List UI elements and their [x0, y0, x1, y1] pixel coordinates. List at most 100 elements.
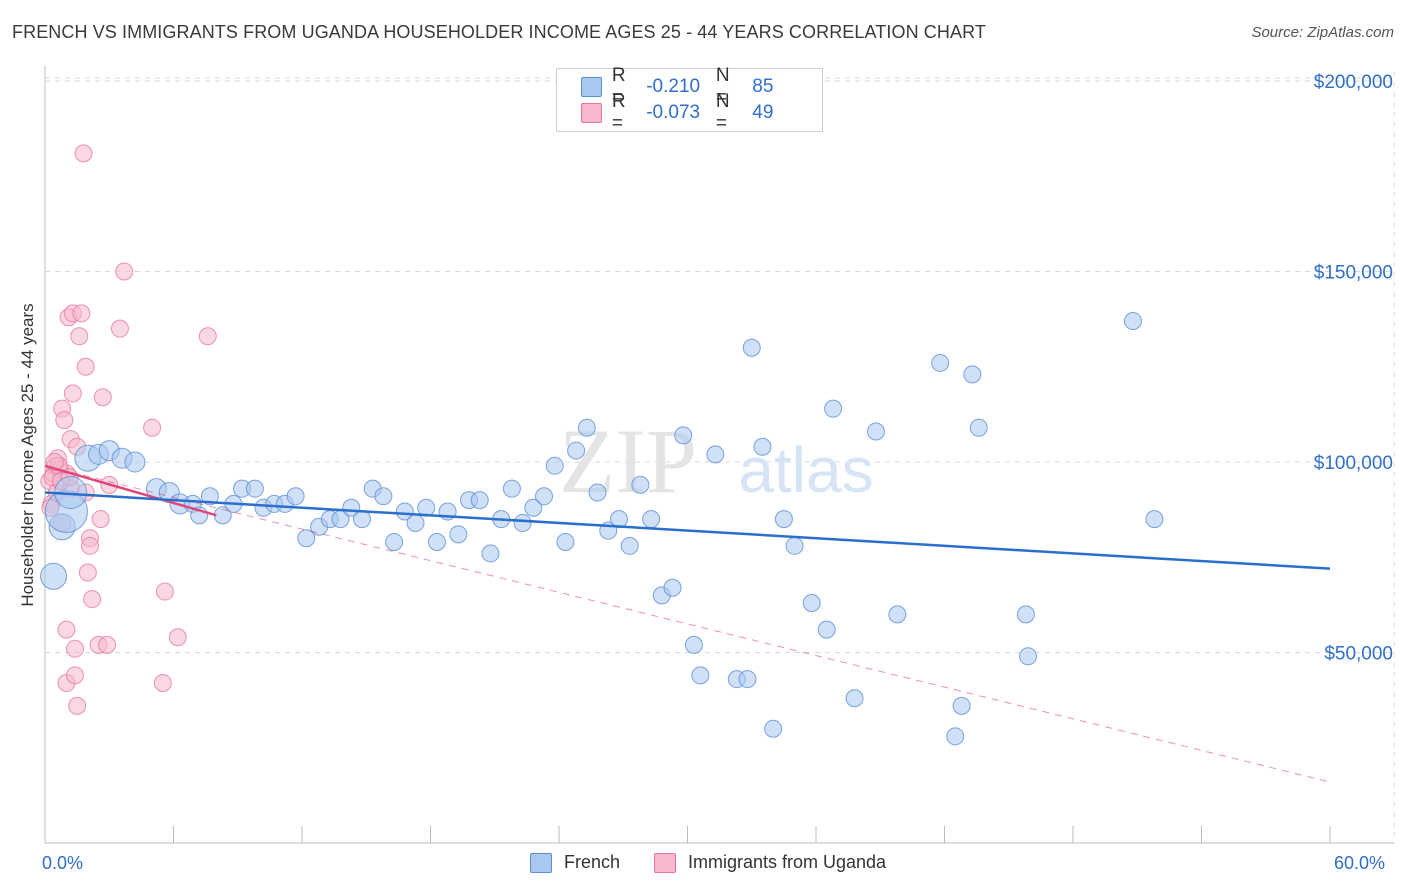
- uganda-point: [110, 319, 129, 338]
- uganda-trend-dashed: [44, 465, 1331, 783]
- axes: [44, 66, 1394, 844]
- y-axis-title: Householder Income Ages 25 - 44 years: [18, 303, 37, 607]
- uganda-point: [93, 388, 112, 407]
- uganda-point: [78, 563, 97, 582]
- french-trend-line: [44, 491, 1331, 570]
- french-point: [802, 593, 821, 612]
- legend-n-label: N =: [715, 91, 730, 134]
- french-point: [963, 365, 982, 384]
- legend-r-value: -0.210: [646, 76, 701, 97]
- french-point: [470, 491, 489, 510]
- french-point: [286, 487, 305, 506]
- french-point: [481, 544, 500, 563]
- source-label: Source: ZipAtlas.com: [1251, 24, 1394, 41]
- french-point: [774, 510, 793, 529]
- french-point: [545, 456, 564, 475]
- legend-r-value: -0.073: [646, 102, 701, 123]
- uganda-point: [70, 327, 89, 346]
- legend-swatch-french: [581, 77, 602, 97]
- x-min-label: 0.0%: [42, 853, 84, 873]
- french-point: [556, 533, 575, 552]
- legend-row-french: R = -0.210 N = 85: [581, 65, 822, 108]
- trend-lines: [44, 464, 1331, 783]
- x-max-label: 60.0%: [1334, 853, 1386, 873]
- y-tick-label: $200,000: [1314, 72, 1393, 93]
- legend-row-uganda: R = -0.073 N = 49: [581, 91, 822, 134]
- legend-item-french: French: [530, 852, 620, 873]
- grid-lines: [45, 72, 1395, 843]
- french-point: [845, 689, 864, 708]
- french-point: [753, 437, 772, 456]
- french-point: [888, 605, 907, 624]
- french-point: [374, 487, 393, 506]
- uganda-points: [40, 144, 217, 715]
- french-point: [297, 529, 316, 548]
- french-point: [577, 418, 596, 437]
- french-point: [691, 666, 710, 685]
- legend-swatch-uganda: [654, 852, 676, 873]
- french-point: [866, 422, 885, 441]
- french-point: [245, 479, 264, 498]
- legend-item-uganda: Immigrants from Uganda: [654, 852, 886, 873]
- uganda-point: [65, 639, 84, 658]
- legend-label-french: French: [564, 852, 621, 872]
- legend-n-label: N =: [715, 65, 730, 108]
- uganda-trend-line: [44, 464, 217, 517]
- french-point: [620, 536, 639, 555]
- legend-r-label: R =: [611, 65, 626, 108]
- french-point: [1019, 647, 1038, 666]
- uganda-point: [57, 620, 76, 639]
- y-tick-label: $50,000: [1324, 644, 1393, 665]
- french-point: [684, 635, 703, 654]
- french-point: [513, 513, 532, 532]
- french-point: [524, 498, 543, 517]
- legend-n-value: 85: [752, 76, 774, 97]
- french-point: [502, 479, 521, 498]
- french-point: [1145, 510, 1164, 529]
- series-legend: French Immigrants from Uganda: [0, 852, 1406, 878]
- uganda-point: [63, 384, 82, 403]
- french-point: [535, 487, 554, 506]
- uganda-point: [76, 357, 95, 376]
- french-point: [124, 451, 146, 473]
- legend-label-uganda: Immigrants from Uganda: [688, 852, 887, 872]
- french-points: [40, 312, 1164, 746]
- french-point: [663, 578, 682, 597]
- uganda-point: [168, 628, 187, 647]
- french-point: [931, 353, 950, 372]
- uganda-point: [91, 510, 110, 529]
- legend-swatch-uganda: [581, 103, 602, 123]
- french-point: [395, 502, 414, 521]
- uganda-point: [83, 590, 102, 609]
- french-point: [946, 727, 965, 746]
- y-tick-labels: $50,000 $100,000 $150,000 $200,000: [1314, 72, 1393, 665]
- french-point: [200, 487, 219, 506]
- french-point: [824, 399, 843, 418]
- french-point: [352, 510, 371, 529]
- french-point: [588, 483, 607, 502]
- uganda-point: [155, 582, 174, 601]
- french-point: [742, 338, 761, 357]
- french-point: [1123, 312, 1142, 331]
- y-tick-label: $150,000: [1314, 263, 1393, 284]
- legend-n-value: 49: [752, 102, 774, 123]
- french-point: [706, 445, 725, 464]
- french-point: [40, 562, 68, 590]
- uganda-point: [115, 262, 134, 281]
- uganda-point: [153, 673, 172, 692]
- french-point: [449, 525, 468, 544]
- uganda-point: [198, 327, 217, 346]
- french-point: [631, 475, 650, 494]
- uganda-point: [55, 411, 74, 430]
- french-point: [969, 418, 988, 437]
- uganda-point: [65, 666, 84, 685]
- french-point: [406, 513, 425, 532]
- french-point: [567, 441, 586, 460]
- uganda-point: [68, 696, 87, 715]
- french-point: [385, 533, 404, 552]
- y-tick-label: $100,000: [1314, 453, 1393, 474]
- chart-title: FRENCH VS IMMIGRANTS FROM UGANDA HOUSEHO…: [12, 22, 986, 42]
- legend-r-label: R =: [611, 91, 626, 134]
- uganda-point: [72, 304, 91, 323]
